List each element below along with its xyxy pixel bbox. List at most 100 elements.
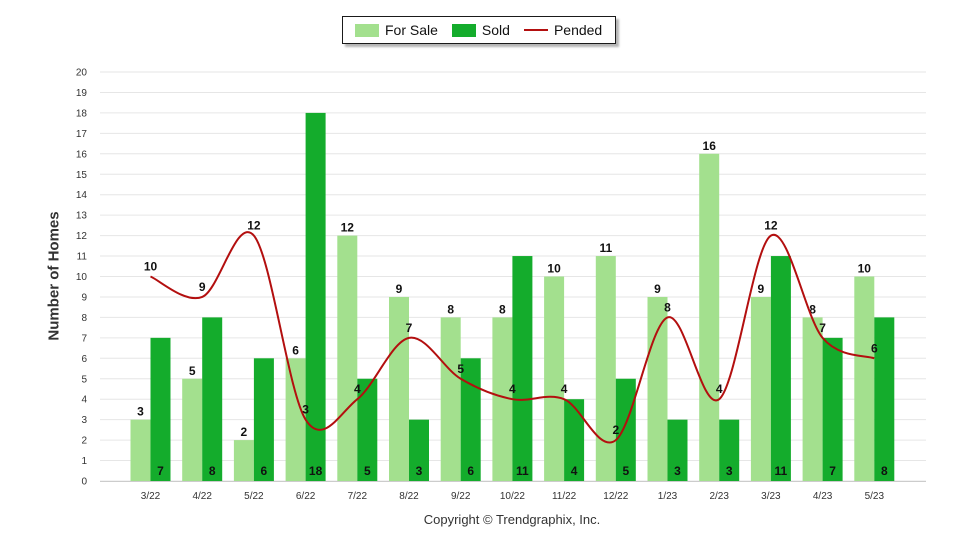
x-tick-label: 3/23 (761, 491, 781, 502)
data-label-pended: 7 (819, 321, 826, 335)
bar-sold (564, 399, 585, 481)
bar-sold (667, 419, 688, 481)
bar-for-sale (285, 358, 306, 481)
data-label-sold: 11 (516, 464, 529, 478)
y-tick-label: 11 (77, 252, 88, 263)
bar-for-sale (440, 317, 461, 481)
data-label-pended: 4 (561, 382, 568, 396)
y-tick-label: 10 (76, 272, 88, 283)
y-tick-label: 18 (76, 108, 88, 119)
x-tick-label: 10/22 (500, 491, 525, 502)
y-tick-label: 20 (76, 68, 88, 79)
bar-sold (202, 317, 223, 481)
data-label-sold: 6 (261, 464, 268, 478)
bar-sold (770, 256, 791, 481)
data-label-sold: 7 (829, 464, 836, 478)
pended-swatch (523, 29, 548, 31)
y-tick-label: 14 (76, 190, 88, 201)
y-tick-label: 4 (81, 395, 87, 406)
x-tick-label: 12/22 (603, 491, 628, 502)
data-label-sold: 8 (881, 464, 888, 478)
y-tick-label: 15 (76, 170, 88, 181)
data-label-for-sale: 8 (499, 302, 506, 316)
x-tick-label: 6/22 (296, 491, 316, 502)
bar-for-sale (544, 276, 565, 481)
data-label-for-sale: 9 (396, 282, 403, 296)
data-label-sold: 3 (674, 464, 681, 478)
bar-for-sale (595, 256, 616, 481)
data-label-for-sale: 16 (703, 139, 717, 153)
bar-for-sale (389, 296, 409, 481)
y-tick-label: 1 (81, 456, 87, 467)
x-tick-label: 2/23 (709, 491, 729, 502)
chart-legend: For Sale Sold Pended (342, 16, 616, 44)
bar-for-sale (802, 317, 823, 481)
bar-sold (874, 317, 895, 481)
data-label-for-sale: 8 (447, 302, 454, 316)
data-label-pended: 4 (509, 382, 516, 396)
legend-label-pended: Pended (553, 22, 603, 38)
data-label-pended: 4 (716, 382, 723, 396)
data-label-sold: 5 (364, 464, 371, 478)
data-label-pended: 4 (354, 382, 361, 396)
data-label-for-sale: 11 (599, 241, 612, 255)
data-label-pended: 7 (406, 321, 413, 335)
bar-for-sale (130, 419, 151, 481)
bar-sold (615, 378, 636, 481)
y-tick-label: 6 (81, 354, 87, 365)
bar-for-sale (233, 440, 254, 481)
bar-for-sale (647, 296, 668, 481)
data-label-for-sale: 9 (758, 282, 765, 296)
bar-sold (719, 419, 740, 481)
bar-for-sale (854, 276, 875, 481)
y-tick-label: 17 (76, 129, 88, 140)
data-label-for-sale: 8 (809, 302, 816, 316)
data-label-sold: 3 (726, 464, 733, 478)
x-tick-label: 4/23 (813, 491, 833, 502)
bar-for-sale (750, 296, 771, 481)
data-label-sold: 6 (467, 464, 474, 478)
data-label-sold: 8 (209, 464, 216, 478)
data-label-for-sale: 6 (292, 343, 299, 357)
x-tick-label: 11/22 (552, 491, 577, 502)
bar-for-sale (699, 153, 720, 482)
data-label-sold: 5 (622, 464, 629, 478)
data-label-for-sale: 2 (241, 425, 248, 439)
data-label-sold: 18 (309, 464, 323, 478)
data-label-sold: 3 (416, 464, 423, 478)
legend-item-pended: Pended (523, 22, 603, 38)
x-tick-label: 8/22 (399, 491, 419, 502)
bar-sold (357, 378, 378, 481)
data-label-pended: 6 (871, 341, 878, 355)
x-tick-label: 7/22 (348, 491, 368, 502)
y-tick-label: 16 (76, 149, 88, 160)
bar-sold (512, 256, 533, 481)
data-label-pended: 2 (612, 423, 619, 437)
legend-label-for-sale: For Sale (385, 22, 438, 38)
pended-line (150, 231, 875, 444)
y-tick-label: 9 (81, 292, 87, 303)
y-tick-label: 5 (81, 374, 87, 385)
data-label-pended: 12 (764, 219, 778, 233)
x-tick-label: 1/23 (658, 491, 678, 502)
data-label-for-sale: 12 (341, 221, 355, 235)
bar-sold (253, 358, 274, 481)
bar-sold (460, 358, 481, 481)
bar-for-sale (492, 317, 513, 481)
bar-sold (822, 337, 843, 481)
legend-item-for-sale: For Sale (355, 22, 438, 38)
data-label-for-sale: 9 (654, 282, 661, 296)
data-label-pended: 9 (199, 280, 206, 294)
y-tick-label: 3 (81, 415, 87, 426)
y-tick-label: 7 (81, 333, 87, 344)
x-tick-label: 5/22 (244, 491, 264, 502)
bar-for-sale (182, 378, 203, 481)
y-tick-label: 0 (81, 477, 87, 488)
data-label-for-sale: 10 (547, 262, 561, 276)
copyright-text: Copyright © Trendgraphix, Inc. (423, 512, 601, 527)
bar-sold (150, 337, 171, 481)
y-tick-label: 19 (76, 88, 88, 99)
data-label-for-sale: 5 (189, 364, 196, 378)
x-tick-label: 9/22 (451, 491, 471, 502)
